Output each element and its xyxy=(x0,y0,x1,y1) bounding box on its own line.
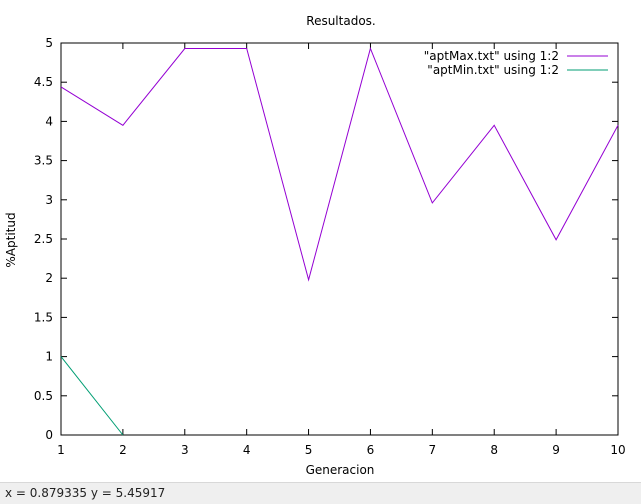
x-tick-label: 5 xyxy=(305,443,313,457)
x-axis-label: Generacion xyxy=(306,463,375,477)
y-tick-label: 2.5 xyxy=(34,232,53,246)
x-tick-label: 10 xyxy=(610,443,625,457)
x-tick-label: 9 xyxy=(552,443,560,457)
y-tick-label: 0.5 xyxy=(34,389,53,403)
series-line-aptmin xyxy=(60,356,124,436)
y-tick-label: 1 xyxy=(45,350,53,364)
y-tick-label: 4 xyxy=(45,114,53,128)
legend-label: "aptMin.txt" using 1:2 xyxy=(427,63,559,77)
x-tick-label: 1 xyxy=(57,443,65,457)
plot-canvas[interactable]: Resultados. 0 0.5 1 1.5 2 2.5 3 3.5 4 4.5 5 1 2 3 4 5 6 7… xyxy=(0,0,641,482)
y-tick-label: 3 xyxy=(45,193,53,207)
series-lines xyxy=(60,46,619,436)
legend-label: "aptMax.txt" using 1:2 xyxy=(424,49,559,63)
y-tick-label: 3.5 xyxy=(34,154,53,168)
cursor-coordinates-readout: x = 0.879335 y = 5.45917 xyxy=(5,486,166,500)
y-tick-label: 0 xyxy=(45,428,53,442)
y-tick-label: 4.5 xyxy=(34,75,53,89)
series-line-aptmax xyxy=(60,46,619,282)
legend: "aptMax.txt" using 1:2"aptMin.txt" using… xyxy=(424,49,608,77)
x-tick-label: 3 xyxy=(181,443,189,457)
status-bar: x = 0.879335 y = 5.45917 xyxy=(0,482,641,504)
x-tick-label: 4 xyxy=(243,443,251,457)
x-tick-label: 2 xyxy=(119,443,127,457)
y-axis-label: %Aptitud xyxy=(4,212,18,267)
chart-title: Resultados. xyxy=(306,14,375,28)
plot-frame xyxy=(60,42,619,436)
x-tick-label: 6 xyxy=(367,443,375,457)
y-tick-label: 5 xyxy=(45,36,53,50)
x-tick-label: 7 xyxy=(429,443,437,457)
y-tick-label: 1.5 xyxy=(34,310,53,324)
y-tick-label: 2 xyxy=(45,271,53,285)
x-tick-label: 8 xyxy=(490,443,498,457)
axis-ticks: 0 0.5 1 1.5 2 2.5 3 3.5 4 4.5 5 1 2 3 4 5 6 7 8 9 10 xyxy=(34,36,626,457)
